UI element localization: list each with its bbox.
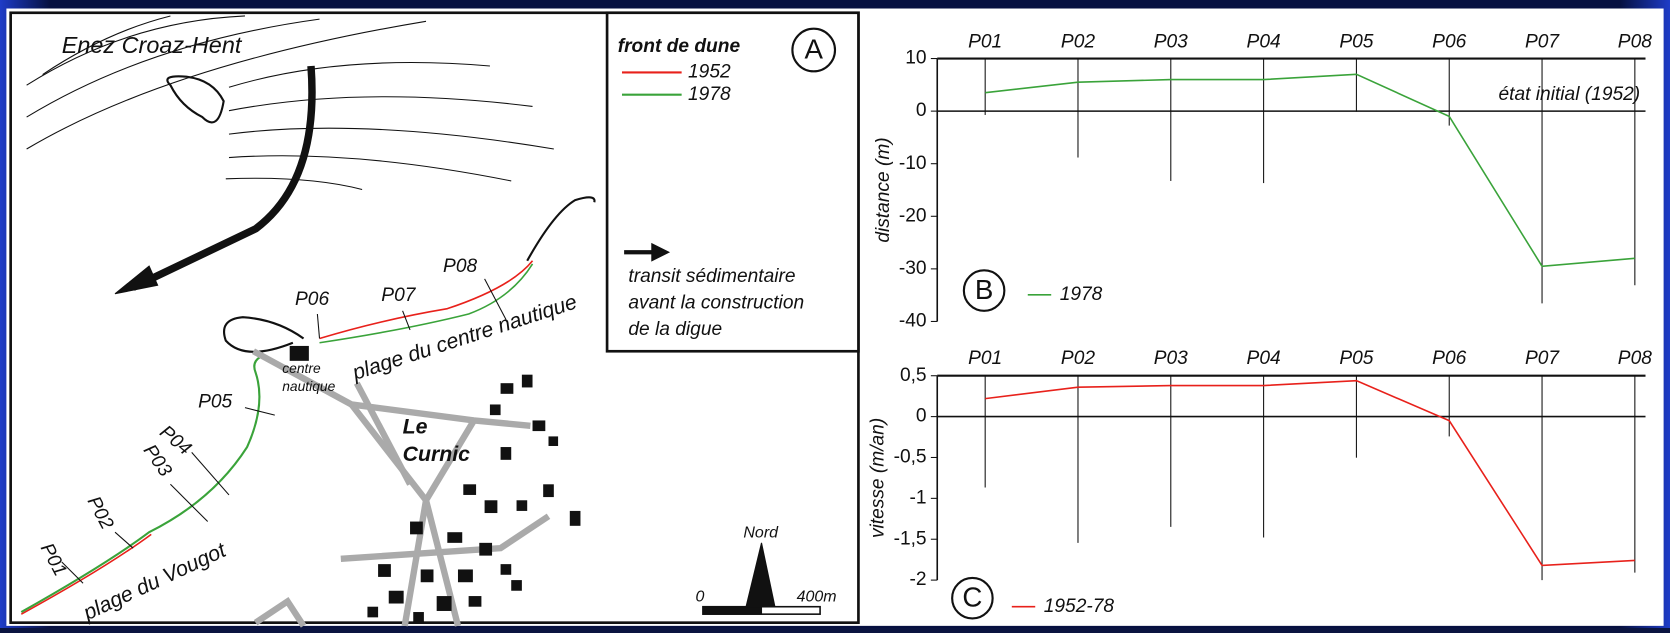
arrow-legend: transit sédimentaire: [628, 266, 795, 287]
legend-title: front de dune: [618, 36, 741, 57]
transit-arrow: [131, 65, 316, 291]
island-shape: [166, 75, 225, 124]
profile-ticks: [61, 278, 507, 584]
x-tick-label: P08: [1618, 348, 1652, 369]
arrow-legend: de la digue: [628, 319, 722, 340]
dune-south: [20, 355, 262, 613]
data-line: [985, 73, 1635, 268]
x-tick-label: P06: [1432, 348, 1466, 369]
swell-lines: [26, 15, 554, 190]
dune-1952: [319, 260, 534, 340]
x-tick-label: P07: [1525, 348, 1560, 369]
legend-box: [605, 11, 860, 353]
x-tick-label: P02: [1061, 32, 1095, 53]
x-tick-label: P01: [968, 32, 1002, 53]
roads: [251, 348, 551, 628]
dune-1978: [319, 263, 534, 344]
arrow-legend: avant la construction: [628, 292, 804, 313]
x-tick-label: P08: [1618, 32, 1652, 53]
centre-label: centre: [282, 360, 321, 376]
panel-label: B: [975, 274, 993, 305]
panel-circle: [791, 27, 837, 73]
north-label: Nord: [743, 524, 779, 541]
centre-label: nautique: [282, 378, 335, 394]
y-tick-label: 0,5: [900, 365, 927, 386]
y-tick-label: -1: [910, 487, 927, 508]
buildings: [289, 345, 581, 623]
map: [9, 11, 860, 628]
x-tick-label: P04: [1247, 348, 1281, 369]
profile-label: P07: [381, 285, 416, 306]
scale-label: 400m: [797, 588, 837, 605]
annotation: état initial (1952): [1499, 84, 1641, 105]
scale-label: 0: [695, 588, 704, 605]
y-tick-label: -20: [899, 205, 927, 226]
dune-south-1952: [20, 533, 152, 615]
x-tick-label: P07: [1525, 32, 1560, 53]
x-tick-label: P05: [1339, 348, 1373, 369]
y-tick-label: -40: [899, 311, 927, 332]
legend-label: 1978: [1060, 284, 1103, 305]
x-tick-label: P06: [1432, 32, 1466, 53]
profile-label: P06: [295, 289, 329, 310]
coast-north: [526, 196, 596, 262]
y-tick-label: -1,5: [894, 528, 927, 549]
y-axis-label: vitesse (m/an): [868, 418, 889, 538]
x-tick-label: P02: [1061, 348, 1095, 369]
profile-label: P05: [198, 391, 232, 412]
village-label: Le: [403, 415, 428, 439]
legend-arrow-head: [651, 242, 671, 262]
y-tick-label: 0: [916, 406, 927, 427]
y-tick-label: 0: [916, 100, 927, 121]
y-axis-label: distance (m): [873, 137, 894, 242]
scale-bar-fill: [702, 606, 763, 615]
legend-label: 1978: [688, 84, 731, 105]
x-tick-label: P03: [1154, 32, 1188, 53]
y-tick-label: -10: [899, 153, 927, 174]
village-label: Curnic: [403, 442, 471, 466]
arrow-head: [114, 265, 159, 295]
y-tick-label: -0,5: [894, 447, 927, 468]
profile-label: P08: [443, 256, 477, 277]
x-tick-label: P01: [968, 348, 1002, 369]
panel-label: C: [962, 582, 982, 613]
y-tick-label: 10: [905, 48, 926, 69]
panel-circle: [951, 576, 994, 620]
panel-circle: [962, 269, 1006, 312]
x-tick-label: P04: [1247, 32, 1281, 53]
data-line: [985, 379, 1635, 567]
island-label: Enez Croaz-Hent: [62, 32, 243, 58]
panel-label: A: [804, 33, 823, 64]
legend-label: 1952-78: [1044, 596, 1115, 617]
legend-label: 1952: [688, 61, 731, 82]
y-tick-label: -2: [910, 569, 927, 590]
x-tick-label: P05: [1339, 32, 1373, 53]
y-tick-label: -30: [899, 258, 927, 279]
x-tick-label: P03: [1154, 348, 1188, 369]
